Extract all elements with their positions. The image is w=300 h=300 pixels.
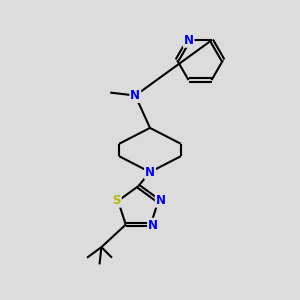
Text: S: S [112, 194, 121, 207]
Text: N: N [156, 194, 166, 207]
Text: N: N [145, 166, 155, 178]
Text: N: N [130, 89, 140, 102]
Text: N: N [148, 219, 158, 232]
Text: N: N [184, 34, 194, 47]
